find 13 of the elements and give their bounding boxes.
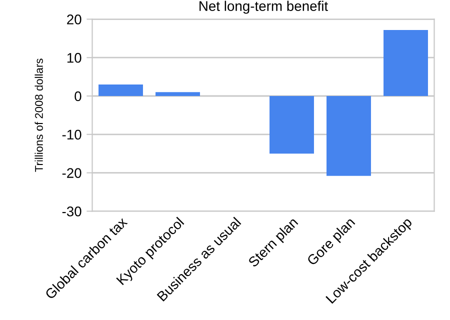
bar bbox=[384, 30, 428, 96]
chart-title: Net long-term benefit bbox=[200, 0, 328, 14]
y-tick-label: -10 bbox=[62, 130, 82, 140]
bar bbox=[270, 96, 314, 154]
y-axis-title: Trillions of 2008 dollars bbox=[34, 58, 43, 172]
bar bbox=[326, 96, 371, 176]
y-tick-label: -20 bbox=[62, 168, 82, 178]
bar bbox=[156, 92, 200, 96]
bar bbox=[98, 84, 143, 96]
y-tick-label: -30 bbox=[62, 206, 82, 216]
y-tick-label: 10 bbox=[67, 52, 82, 63]
y-tick-label: 0 bbox=[74, 91, 82, 102]
y-tick-label: 20 bbox=[67, 14, 82, 24]
